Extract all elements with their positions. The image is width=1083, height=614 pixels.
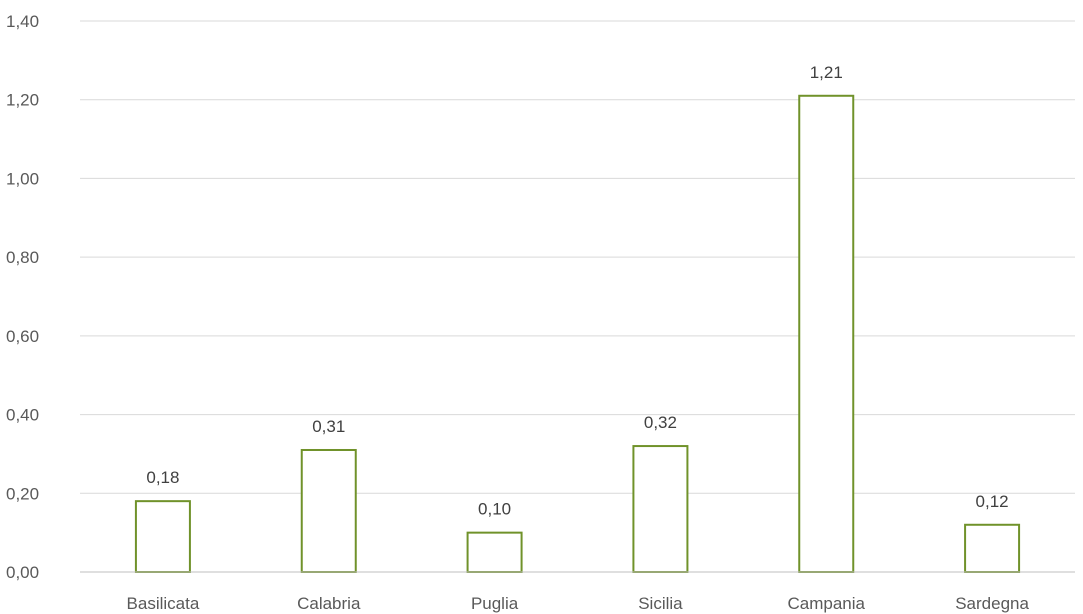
data-label: 0,18 bbox=[146, 468, 179, 487]
bar bbox=[300, 448, 357, 573]
y-tick-label: 0,80 bbox=[6, 248, 39, 267]
category-label: Sardegna bbox=[955, 594, 1029, 613]
data-labels: 0,18 0,31 0,10 0,32 1,21 0,12 bbox=[146, 63, 1008, 519]
gridlines bbox=[80, 20, 1075, 494]
category-label: Campania bbox=[788, 594, 866, 613]
y-tick-label: 1,40 bbox=[6, 12, 39, 31]
y-tick-label: 0,20 bbox=[6, 484, 39, 503]
category-labels: Basilicata Calabria Puglia Sicilia Campania S… bbox=[127, 594, 1030, 613]
data-label: 0,32 bbox=[644, 413, 677, 432]
bar bbox=[632, 445, 689, 573]
data-label: 0,31 bbox=[312, 417, 345, 436]
data-label: 0,10 bbox=[478, 500, 511, 519]
category-label: Basilicata bbox=[127, 594, 200, 613]
bars bbox=[134, 94, 1021, 574]
y-tick-label: 0,60 bbox=[6, 327, 39, 346]
bar bbox=[134, 500, 191, 573]
y-axis-tick-labels: 0,00 0,20 0,40 0,60 0,80 1,00 1,20 1,40 bbox=[6, 12, 39, 582]
data-label: 0,12 bbox=[976, 492, 1009, 511]
y-tick-label: 0,40 bbox=[6, 406, 39, 425]
bar bbox=[964, 523, 1021, 573]
y-tick-label: 1,20 bbox=[6, 91, 39, 110]
bar bbox=[798, 94, 855, 574]
category-label: Puglia bbox=[471, 594, 519, 613]
y-tick-label: 0,00 bbox=[6, 563, 39, 582]
bar bbox=[466, 531, 523, 574]
category-label: Sicilia bbox=[638, 594, 683, 613]
y-tick-label: 1,00 bbox=[6, 169, 39, 188]
data-label: 1,21 bbox=[810, 63, 843, 82]
category-label: Calabria bbox=[297, 594, 361, 613]
